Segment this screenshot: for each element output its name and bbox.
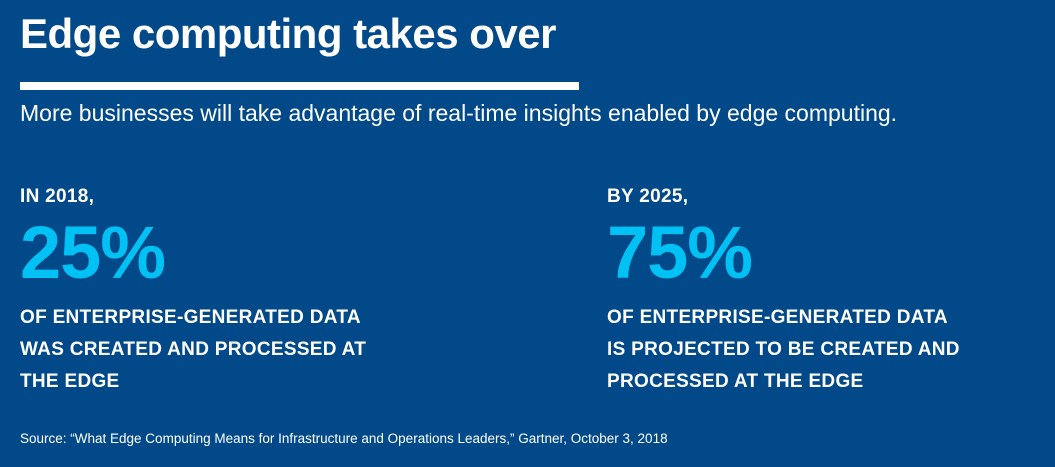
stat-description-line: IS PROJECTED TO BE CREATED AND <box>607 339 960 360</box>
page-title: Edge computing takes over <box>20 10 556 57</box>
stat-description-line: OF ENTERPRISE-GENERATED DATA <box>607 307 948 328</box>
stat-value: 25% <box>20 211 166 294</box>
stat-label: BY 2025, <box>607 186 689 207</box>
stat-description: OF ENTERPRISE-GENERATED DATA WAS CREATED… <box>20 302 460 398</box>
stat-description: OF ENTERPRISE-GENERATED DATA IS PROJECTE… <box>607 302 1047 398</box>
stat-description-line: OF ENTERPRISE-GENERATED DATA <box>20 307 361 328</box>
stat-label: IN 2018, <box>20 186 95 207</box>
stat-description-line: THE EDGE <box>20 371 120 392</box>
stat-2025: BY 2025, 75% OF ENTERPRISE-GENERATED DAT… <box>607 186 1047 398</box>
stat-description-line: WAS CREATED AND PROCESSED AT <box>20 339 367 360</box>
stat-2018: IN 2018, 25% OF ENTERPRISE-GENERATED DAT… <box>20 186 460 398</box>
source-citation: Source: “What Edge Computing Means for I… <box>20 431 668 446</box>
stat-description-line: PROCESSED AT THE EDGE <box>607 371 864 392</box>
page-subtitle: More businesses will take advantage of r… <box>20 100 898 126</box>
title-underline-divider <box>20 82 579 90</box>
stat-value: 75% <box>607 211 753 294</box>
